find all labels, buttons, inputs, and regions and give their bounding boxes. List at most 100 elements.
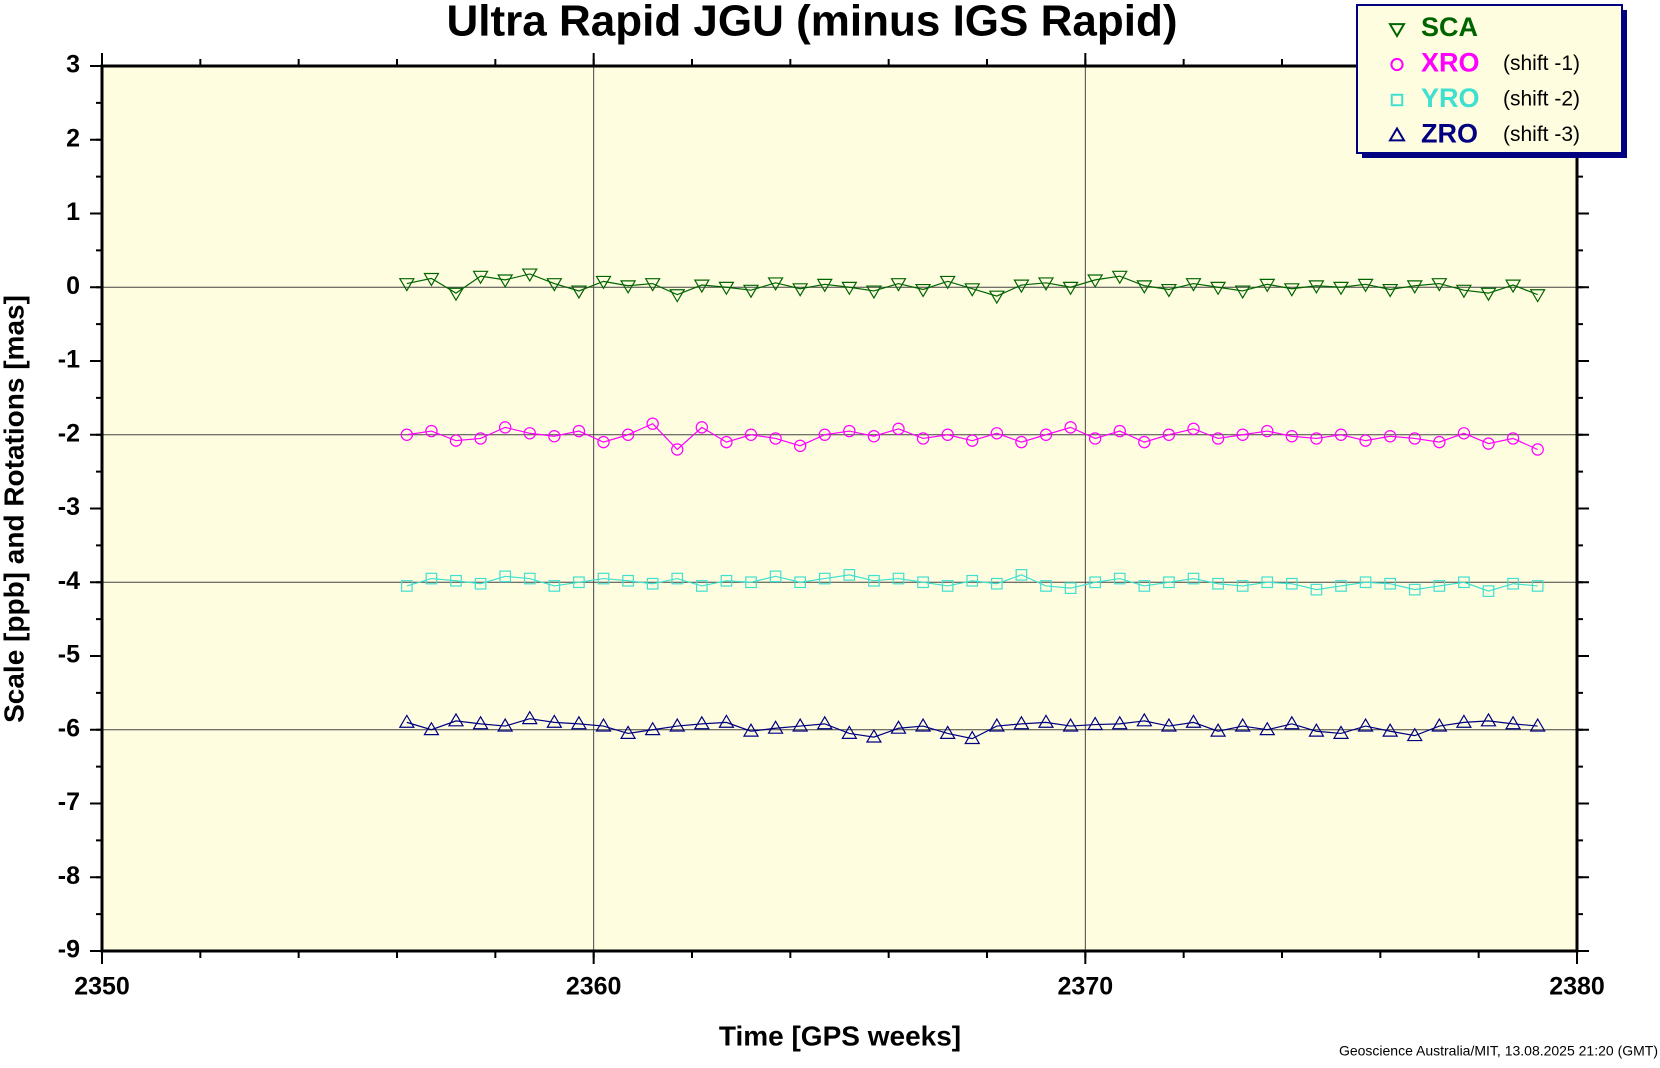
x-tick-label: 2350 (74, 973, 130, 1001)
marker (720, 435, 733, 449)
marker (1064, 421, 1077, 434)
marker (1529, 289, 1546, 303)
marker (1064, 582, 1077, 595)
marker (671, 572, 684, 585)
marker (669, 289, 686, 303)
y-tick-label: 1 (66, 198, 80, 226)
marker (867, 430, 881, 443)
marker (693, 715, 710, 730)
marker (472, 270, 489, 285)
marker (1310, 432, 1323, 445)
marker (425, 572, 438, 585)
y-tick-label: -9 (58, 936, 80, 964)
marker (597, 572, 610, 585)
marker (841, 725, 858, 739)
marker (1383, 430, 1397, 443)
marker (497, 717, 514, 732)
marker (1433, 435, 1446, 449)
legend-label: SCA (1421, 12, 1478, 42)
marker (695, 421, 709, 434)
marker (1505, 715, 1522, 730)
marker (892, 572, 905, 585)
series-line (406, 574, 1538, 592)
legend-note: (shift -1) (1503, 52, 1580, 75)
y-tick-label: -1 (58, 346, 80, 374)
marker (843, 569, 856, 581)
marker (841, 281, 858, 296)
marker (1211, 432, 1225, 445)
marker (868, 574, 880, 587)
marker (915, 283, 932, 298)
marker (669, 717, 686, 732)
y-tick-label: -3 (58, 493, 80, 521)
marker (1089, 576, 1102, 589)
marker (644, 278, 661, 292)
marker (1406, 280, 1423, 294)
marker (1037, 277, 1055, 292)
marker (620, 280, 637, 294)
marker (1210, 723, 1227, 737)
marker (915, 717, 932, 732)
marker (990, 577, 1003, 590)
marker (1531, 580, 1544, 592)
marker (1455, 714, 1472, 728)
marker (1187, 422, 1200, 436)
x-tick-label: 2360 (566, 973, 622, 1001)
x-tick-label: 2370 (1058, 973, 1114, 1001)
marker (865, 728, 882, 743)
marker (792, 717, 809, 732)
marker (818, 428, 831, 441)
marker (423, 272, 440, 287)
marker (769, 432, 782, 445)
marker (1037, 714, 1055, 728)
marker (892, 422, 905, 436)
plot-background (102, 66, 1577, 951)
legend-label: YRO (1421, 83, 1480, 113)
marker (1507, 577, 1519, 590)
marker (521, 268, 538, 283)
marker (1259, 278, 1276, 293)
marker (1285, 430, 1299, 443)
marker (597, 435, 610, 449)
y-tick-label: 2 (66, 124, 80, 152)
marker (1163, 576, 1175, 589)
y-tick-label: -5 (58, 641, 80, 669)
y-tick-label: -8 (58, 862, 80, 890)
marker (447, 287, 465, 302)
marker (1382, 283, 1399, 298)
marker (498, 421, 512, 434)
marker (1062, 281, 1079, 296)
marker (474, 577, 487, 590)
marker (1111, 270, 1128, 285)
marker (1062, 717, 1079, 732)
marker (941, 428, 954, 441)
x-axis-label: Time [GPS weeks] (719, 1020, 961, 1051)
series-line (406, 422, 1538, 451)
y-axis-label: Scale [ppb] and Rotations [mas] (0, 295, 29, 723)
marker (744, 428, 758, 441)
marker (693, 279, 710, 294)
marker (865, 285, 882, 300)
marker (499, 570, 512, 583)
marker (546, 278, 563, 292)
chart-title: Ultra Rapid JGU (minus IGS Rapid) (447, 0, 1178, 46)
marker (1357, 278, 1374, 293)
marker (1111, 715, 1128, 730)
marker (816, 715, 833, 730)
marker (1457, 427, 1471, 440)
marker (1138, 580, 1151, 592)
marker (1136, 712, 1153, 727)
marker (1480, 712, 1497, 727)
marker (1308, 280, 1325, 294)
y-tick-label: -2 (58, 419, 80, 447)
marker (843, 424, 856, 438)
x-tick-label: 2380 (1549, 973, 1605, 1001)
y-tick-label: 0 (66, 272, 80, 300)
marker (1384, 577, 1397, 590)
marker (1505, 279, 1522, 294)
marker (1382, 723, 1399, 737)
marker (1390, 57, 1404, 72)
marker (1357, 717, 1374, 732)
marker (916, 432, 930, 445)
marker (718, 281, 735, 296)
